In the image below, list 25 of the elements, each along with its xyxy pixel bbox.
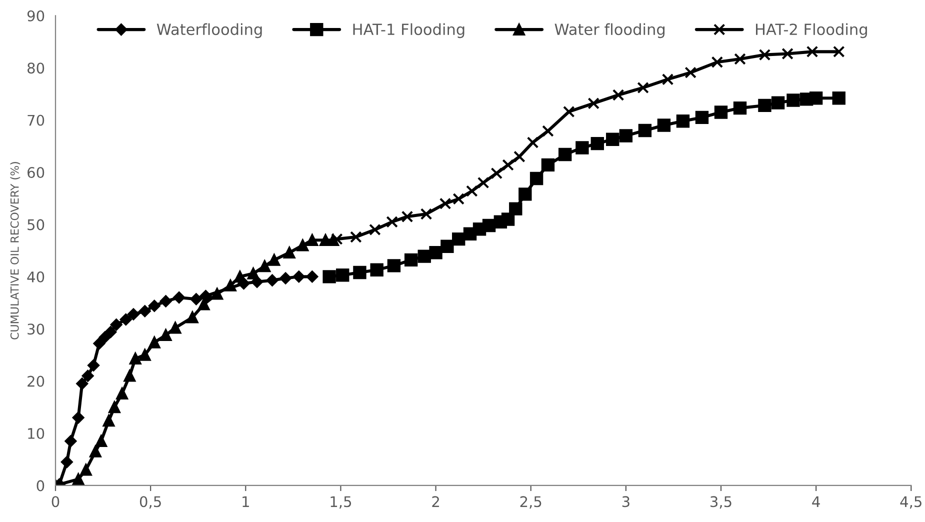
y-tick-label: 30 [28, 324, 44, 335]
legend-label: HAT-1 Flooding [353, 23, 464, 38]
y-axis-title: CUMULATIVE OIL RECOVERY (%) [10, 162, 20, 340]
x-tick-label: 0 [52, 496, 60, 508]
y-tick-label: 70 [28, 114, 44, 126]
x-tick-label: 1,5 [330, 496, 352, 509]
x-tick-label: 4,5 [900, 496, 922, 509]
y-tick-label: 60 [28, 166, 44, 178]
y-tick-label: 40 [27, 271, 44, 282]
legend-label: HAT-2 Flooding [756, 23, 867, 38]
x-tick-label: 2 [432, 496, 439, 507]
x-tick-label: 3 [622, 496, 630, 508]
legend-label: Water flooding [554, 23, 664, 38]
y-tick-label: 0 [36, 480, 44, 492]
x-tick-label: 3,5 [710, 496, 732, 509]
x-tick-label: 0,5 [140, 496, 161, 509]
x-tick-label: 4 [812, 496, 820, 507]
y-tick-label: 10 [28, 428, 44, 440]
y-tick-label: 80 [28, 62, 44, 74]
y-tick-label: 50 [28, 219, 44, 230]
x-tick-label: 1 [242, 496, 249, 507]
legend-label: Waterflooding [156, 23, 262, 38]
y-tick-label: 20 [28, 376, 44, 387]
x-tick-label: 2,5 [520, 496, 542, 509]
y-tick-label: 90 [27, 10, 44, 22]
